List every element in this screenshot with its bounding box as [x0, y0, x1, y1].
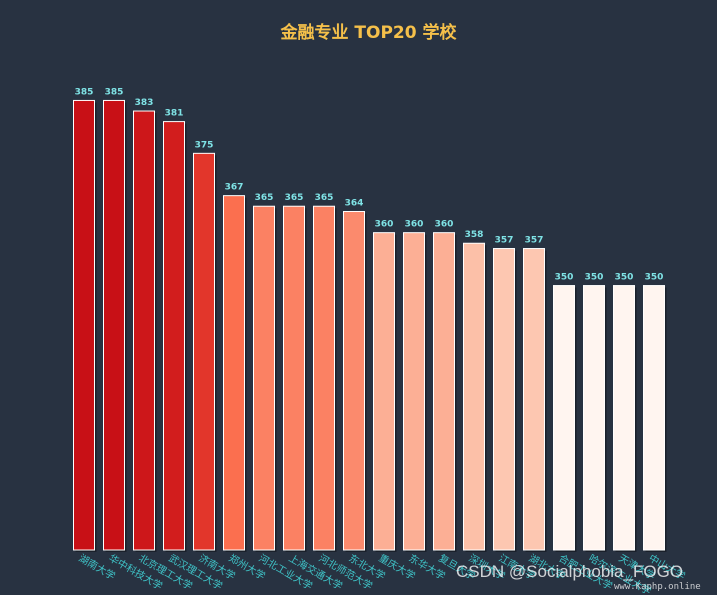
bar-value-label: 357 — [495, 236, 514, 246]
bar[interactable] — [433, 232, 455, 551]
bar[interactable] — [493, 248, 515, 551]
bar[interactable] — [373, 232, 395, 551]
bar-value-label: 367 — [225, 183, 244, 193]
bar-value-label: 365 — [255, 193, 274, 203]
bar[interactable] — [223, 195, 245, 551]
bar[interactable] — [73, 99, 95, 551]
bar[interactable] — [313, 205, 335, 551]
watermark-site: www.Kaphp.online — [614, 582, 701, 592]
bar[interactable] — [403, 232, 425, 551]
bar-value-label: 360 — [375, 220, 394, 230]
bar[interactable] — [643, 285, 665, 551]
bar[interactable] — [193, 152, 215, 551]
bar-value-label: 365 — [285, 193, 304, 203]
bar-value-label: 375 — [195, 140, 214, 150]
bar[interactable] — [463, 242, 485, 551]
bar-value-label: 350 — [615, 273, 634, 283]
bar[interactable] — [103, 99, 125, 551]
bar[interactable] — [583, 285, 605, 551]
bar[interactable] — [163, 121, 185, 551]
watermark-csdn: CSDN @Socialphobia_FOGO — [456, 562, 684, 581]
bar-value-label: 350 — [585, 273, 604, 283]
bar-value-label: 360 — [405, 220, 424, 230]
bar-value-label: 360 — [435, 220, 454, 230]
bar-value-label: 350 — [645, 273, 664, 283]
bar-value-label: 358 — [465, 230, 484, 240]
bar[interactable] — [343, 211, 365, 551]
bar-value-label: 350 — [555, 273, 574, 283]
bar-value-label: 357 — [525, 236, 544, 246]
bar-value-label: 385 — [105, 87, 124, 97]
bar[interactable] — [523, 248, 545, 551]
chart-title: 金融专业 TOP20 学校 — [280, 23, 457, 43]
bar-value-label: 385 — [75, 87, 94, 97]
bar-value-label: 383 — [135, 98, 154, 108]
bar[interactable] — [283, 205, 305, 551]
bar-value-label: 381 — [165, 109, 184, 119]
bar-value-label: 364 — [345, 199, 364, 209]
bar-value-label: 365 — [315, 193, 334, 203]
bar[interactable] — [133, 110, 155, 551]
bar[interactable] — [253, 205, 275, 551]
bar[interactable] — [553, 285, 575, 551]
bar[interactable] — [613, 285, 635, 551]
